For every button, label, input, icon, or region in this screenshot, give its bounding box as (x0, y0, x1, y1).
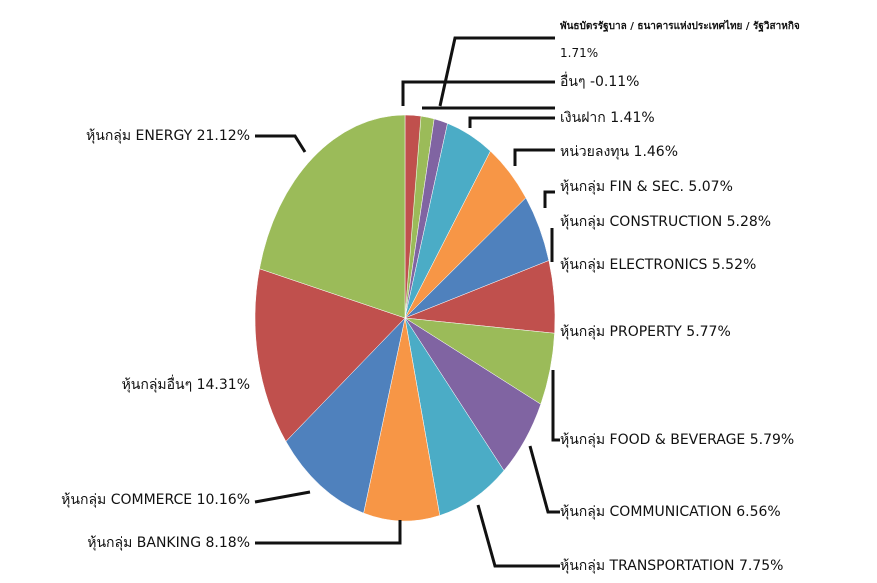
slice (404, 317, 505, 516)
slice-label: หุ้นกลุ่ม CONSTRUCTION 5.28% (560, 214, 771, 230)
category-label: อื่นๆ (560, 72, 586, 90)
leader-line (255, 134, 307, 153)
slice (259, 114, 406, 319)
category-label: หุ้นกลุ่ม FIN & SEC. (560, 179, 684, 195)
category-label: หุ้นกลุ่ม COMMERCE (61, 492, 192, 508)
value-label: 21.12% (197, 128, 250, 144)
value-label: 5.52% (712, 257, 756, 273)
leader-line (528, 445, 560, 514)
category-label: หุ้นกลุ่ม FOOD & BEVERAGE (560, 432, 745, 448)
value-label: 5.79% (750, 432, 794, 448)
category-label: หุ้นกลุ่ม COMMUNICATION (560, 504, 732, 520)
leader-line (468, 116, 555, 128)
value-label: 1.41% (610, 110, 654, 126)
slice (363, 317, 441, 522)
slice-label: หุ้นกลุ่ม BANKING 8.18% (87, 535, 250, 551)
leader-line (255, 520, 402, 545)
leader-line (438, 36, 555, 107)
category-label: หน่วยลงทุน (560, 144, 630, 160)
value-label: 6.56% (736, 504, 780, 520)
category-label: หุ้นกลุ่ม ELECTRONICS (560, 257, 707, 273)
value-label: 10.16% (197, 492, 250, 508)
leader-line (476, 504, 560, 568)
category-label: หุ้นกลุ่ม CONSTRUCTION (560, 214, 722, 230)
leader-line (254, 490, 311, 504)
leader-line (513, 148, 555, 166)
value-label: -0.11% (590, 74, 640, 90)
slice-label: หุ้นกลุ่ม COMMERCE 10.16% (61, 492, 250, 508)
slice (285, 317, 406, 514)
category-label: พันธบัตรรัฐบาล / ธนาคารแห่งประเทศไทย / ร… (560, 19, 800, 32)
slice-label: เงินฝาก 1.41% (560, 110, 655, 126)
slice-label: หุ้นกลุ่มอื่นๆ 14.31% (122, 375, 250, 393)
value-label: 5.07% (688, 179, 732, 195)
category-label: หุ้นกลุ่ม BANKING (87, 535, 201, 551)
value-label: 5.28% (727, 214, 771, 230)
category-label: หุ้นกลุ่ม TRANSPORTATION (560, 558, 734, 574)
pie (254, 114, 556, 522)
leader-lines (254, 36, 560, 568)
category-label: หุ้นกลุ่มอื่นๆ (122, 375, 193, 393)
value-label: 14.31% (197, 377, 250, 393)
slice (254, 268, 406, 442)
slice-label: หุ้นกลุ่ม ENERGY 21.12% (86, 128, 250, 144)
leader-line (551, 370, 560, 442)
slice-label: หุ้นกลุ่ม FOOD & BEVERAGE 5.79% (560, 432, 794, 448)
slice-label: หุ้นกลุ่ม TRANSPORTATION 7.75% (560, 558, 783, 574)
value-label: 8.18% (206, 535, 250, 551)
slice-label: หน่วยลงทุน 1.46% (560, 144, 678, 160)
value-label: 5.77% (686, 324, 730, 340)
slice-label: อื่นๆ -0.11% (560, 72, 639, 90)
slice-label: หุ้นกลุ่ม FIN & SEC. 5.07% (560, 179, 733, 195)
category-label: เงินฝาก (560, 110, 606, 126)
value-label: 1.46% (634, 144, 678, 160)
slice-label: หุ้นกลุ่ม ELECTRONICS 5.52% (560, 257, 756, 273)
category-label: หุ้นกลุ่ม ENERGY (86, 128, 193, 144)
slice-label: หุ้นกลุ่ม COMMUNICATION 6.56% (560, 504, 781, 520)
value-label: 1.71% (560, 46, 598, 60)
slice-label: หุ้นกลุ่ม PROPERTY 5.77% (560, 324, 731, 340)
value-label: 7.75% (739, 558, 783, 574)
leader-line (543, 190, 555, 208)
category-label: หุ้นกลุ่ม PROPERTY (560, 324, 682, 340)
leader-line (401, 80, 555, 106)
slice-label: พันธบัตรรัฐบาล / ธนาคารแห่งประเทศไทย / ร… (560, 19, 800, 60)
